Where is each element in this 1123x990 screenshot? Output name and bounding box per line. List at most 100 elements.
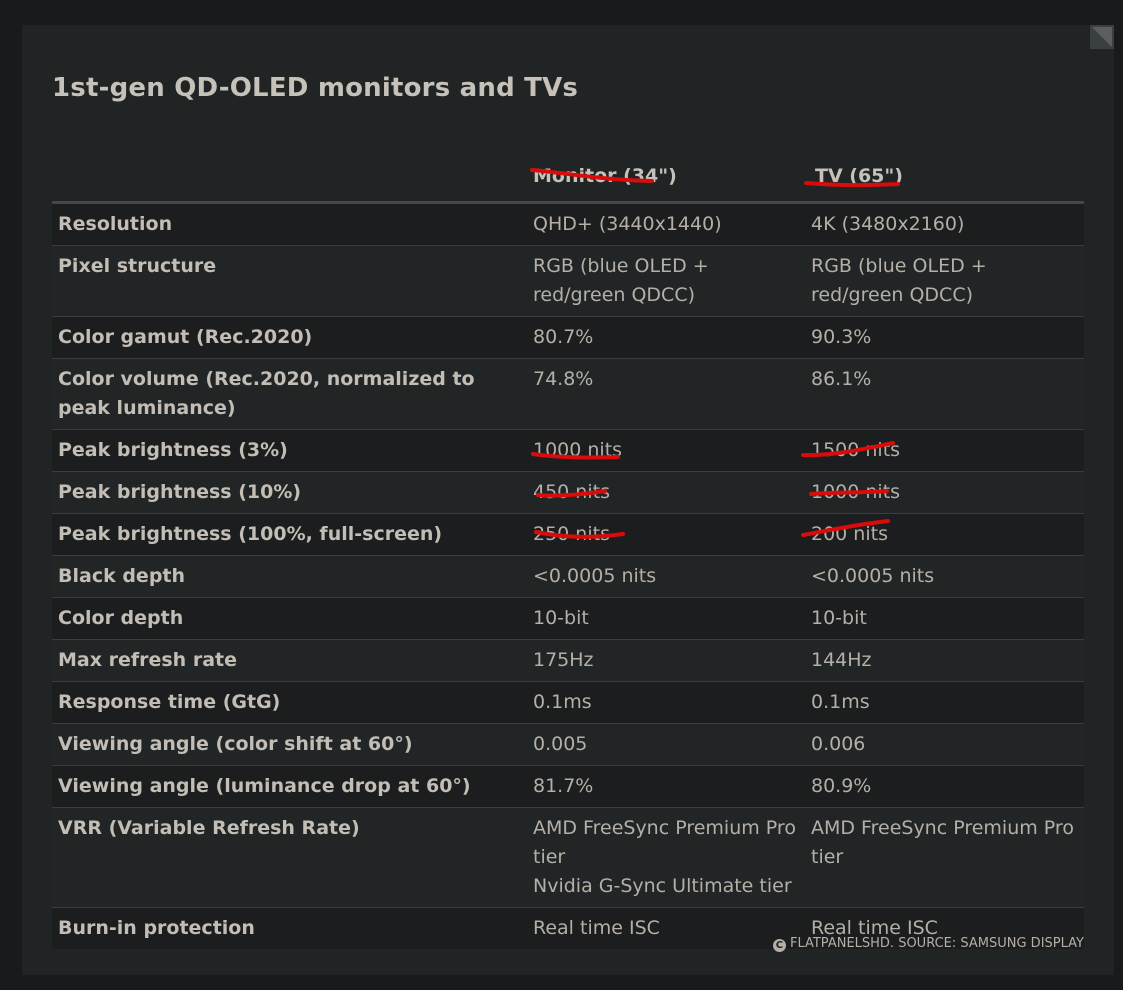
monitor-value: RGB (blue OLED + red/green QDCC): [533, 255, 709, 306]
table-row: Pixel structure RGB (blue OLED + red/gree…: [52, 245, 1084, 317]
header-tv-column: TV (65"): [805, 162, 1084, 204]
monitor-value: 80.7%: [533, 326, 594, 348]
table-title: 1st-gen QD-OLED monitors and TVs: [52, 73, 579, 103]
table-row: Resolution QHD+ (3440x1440) 4K (3480x2160): [52, 202, 1084, 246]
tv-value-cell: RGB (blue OLED + red/green QDCC): [805, 245, 1084, 317]
expand-corner-icon[interactable]: [1090, 25, 1114, 49]
monitor-value-cell: AMD FreeSync Premium Pro tier Nvidia G-Sy…: [527, 807, 805, 908]
monitor-value: 1000 nits: [533, 439, 623, 461]
table-row: Max refresh rate 175Hz 144Hz: [52, 639, 1084, 682]
tv-value: 4K (3480x2160): [811, 213, 965, 235]
tv-value-cell: <0.0005 nits: [805, 555, 1084, 598]
table-row: Peak brightness (100%, full-screen) 250 n…: [52, 513, 1084, 556]
table-header-row: Monitor (34") TV (65"): [52, 162, 1084, 204]
table-body: Resolution QHD+ (3440x1440) 4K (3480x2160)…: [52, 202, 1084, 949]
tv-value: <0.0005 nits: [811, 565, 935, 587]
tv-value: AMD FreeSync Premium Pro tier: [811, 817, 1074, 868]
tv-value: 144Hz: [811, 649, 872, 671]
table-row: Viewing angle (color shift at 60°) 0.005 0…: [52, 723, 1084, 766]
monitor-value: 81.7%: [533, 775, 594, 797]
monitor-value-cell: 250 nits: [527, 513, 805, 556]
table-row: Black depth <0.0005 nits <0.0005 nits: [52, 555, 1084, 598]
tv-value: 0.1ms: [811, 691, 870, 713]
monitor-value: 0.1ms: [533, 691, 592, 713]
monitor-value-cell: 10-bit: [527, 597, 805, 640]
tv-value-cell: 80.9%: [805, 765, 1084, 808]
monitor-value-cell: Real time ISC: [527, 907, 805, 949]
row-label: Resolution: [52, 202, 527, 246]
monitor-value: 250 nits: [533, 523, 610, 545]
row-label: Viewing angle (luminance drop at 60°): [52, 765, 527, 808]
row-label: Max refresh rate: [52, 639, 527, 682]
table-row: Peak brightness (10%) 450 nits 1000 nits: [52, 471, 1084, 514]
header-label-column: [52, 162, 527, 204]
tv-value-cell: 144Hz: [805, 639, 1084, 682]
spec-table: Monitor (34") TV (65") Resolution QHD+ (3…: [52, 162, 1084, 949]
row-label: Peak brightness (10%): [52, 471, 527, 514]
monitor-value: 10-bit: [533, 607, 589, 629]
tv-value-cell: 4K (3480x2160): [805, 202, 1084, 246]
table-row: Color volume (Rec.2020, normalized to pe…: [52, 358, 1084, 430]
tv-value-cell: 200 nits: [805, 513, 1084, 556]
table-row: Viewing angle (luminance drop at 60°) 81.…: [52, 765, 1084, 808]
monitor-value: Nvidia G-Sync Ultimate tier: [533, 875, 792, 897]
copyright-icon: C: [772, 939, 786, 952]
monitor-value: 175Hz: [533, 649, 594, 671]
tv-value: 90.3%: [811, 326, 872, 348]
tv-value: 80.9%: [811, 775, 872, 797]
monitor-value: 0.005: [533, 733, 588, 755]
table-row: Color gamut (Rec.2020) 80.7% 90.3%: [52, 316, 1084, 359]
table-row: VRR (Variable Refresh Rate) AMD FreeSync …: [52, 807, 1084, 908]
tv-value-cell: 90.3%: [805, 316, 1084, 359]
monitor-value: <0.0005 nits: [533, 565, 657, 587]
row-label: VRR (Variable Refresh Rate): [52, 807, 527, 908]
row-label: Black depth: [52, 555, 527, 598]
tv-value: Real time ISC: [811, 917, 938, 939]
table-row: Burn-in protection Real time ISC Real time…: [52, 907, 1084, 949]
tv-value: RGB (blue OLED + red/green QDCC): [811, 255, 987, 306]
tv-value-cell: 86.1%: [805, 358, 1084, 430]
image-credit: C FLATPANELSHD. SOURCE: SAMSUNG DISPLAY: [772, 936, 1084, 952]
tv-value-cell: AMD FreeSync Premium Pro tier: [805, 807, 1084, 908]
header-monitor-column: Monitor (34"): [527, 162, 805, 204]
monitor-value: 450 nits: [533, 481, 610, 503]
tv-value-cell: 1500 nits: [805, 429, 1084, 472]
row-label: Peak brightness (100%, full-screen): [52, 513, 527, 556]
monitor-value: Real time ISC: [533, 917, 660, 939]
monitor-value-cell: 0.005: [527, 723, 805, 766]
table-row: Color depth 10-bit 10-bit: [52, 597, 1084, 640]
header-monitor-label: Monitor (34"): [533, 165, 677, 187]
tv-value-cell: 10-bit: [805, 597, 1084, 640]
tv-value: 200 nits: [811, 523, 888, 545]
monitor-value-cell: 450 nits: [527, 471, 805, 514]
row-label: Pixel structure: [52, 245, 527, 317]
monitor-value-cell: 80.7%: [527, 316, 805, 359]
row-label: Viewing angle (color shift at 60°): [52, 723, 527, 766]
row-label: Response time (GtG): [52, 681, 527, 724]
table-row: Response time (GtG) 0.1ms 0.1ms: [52, 681, 1084, 724]
monitor-value: QHD+ (3440x1440): [533, 213, 722, 235]
row-label: Color gamut (Rec.2020): [52, 316, 527, 359]
monitor-value: AMD FreeSync Premium Pro tier: [533, 817, 796, 868]
tv-value: 1500 nits: [811, 439, 901, 461]
monitor-value-cell: 0.1ms: [527, 681, 805, 724]
tv-value-cell: 1000 nits: [805, 471, 1084, 514]
monitor-value-cell: QHD+ (3440x1440): [527, 202, 805, 246]
row-label: Color depth: [52, 597, 527, 640]
row-label: Peak brightness (3%): [52, 429, 527, 472]
tv-value-cell: 0.1ms: [805, 681, 1084, 724]
monitor-value-cell: 81.7%: [527, 765, 805, 808]
monitor-value-cell: RGB (blue OLED + red/green QDCC): [527, 245, 805, 317]
header-tv-label: TV (65"): [815, 165, 903, 187]
table-row: Peak brightness (3%) 1000 nits 1500 nits: [52, 429, 1084, 472]
monitor-value-cell: <0.0005 nits: [527, 555, 805, 598]
monitor-value-cell: 74.8%: [527, 358, 805, 430]
tv-value-cell: Real time ISC: [805, 907, 1084, 949]
article-figure-card: 1st-gen QD-OLED monitors and TVs Monitor…: [22, 25, 1114, 975]
row-label: Color volume (Rec.2020, normalized to pe…: [52, 358, 527, 430]
tv-value: 1000 nits: [811, 481, 901, 503]
tv-value: 86.1%: [811, 368, 872, 390]
credit-text: FLATPANELSHD. SOURCE: SAMSUNG DISPLAY: [789, 936, 1084, 951]
tv-value: 0.006: [811, 733, 866, 755]
monitor-value-cell: 175Hz: [527, 639, 805, 682]
